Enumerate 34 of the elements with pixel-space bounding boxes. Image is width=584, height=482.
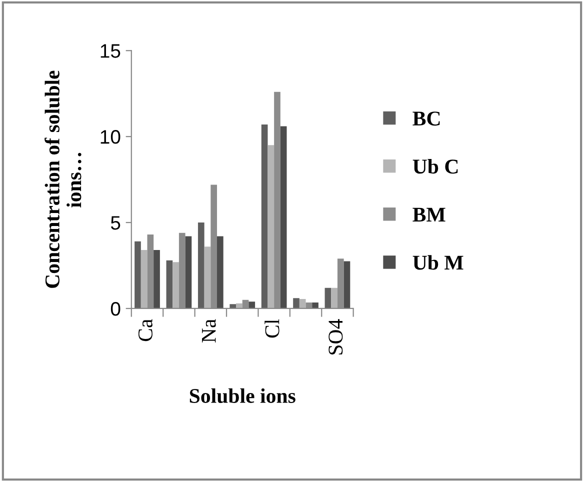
y-tick-label: 15 [100, 44, 120, 58]
y-tick-label: 5 [110, 216, 120, 230]
y-tick-label: 10 [100, 130, 120, 144]
bar [299, 299, 306, 308]
bar [166, 260, 173, 308]
bar [134, 241, 141, 308]
legend-label: BM [412, 208, 446, 222]
y-tick-label: 0 [110, 302, 120, 316]
bar [280, 126, 287, 308]
bar [312, 302, 318, 308]
x-tick-label: Ca [138, 319, 152, 342]
bar [248, 302, 256, 308]
bar [268, 145, 274, 308]
bar [293, 298, 300, 308]
bar [204, 246, 211, 308]
bar [324, 288, 332, 308]
bar [140, 250, 148, 308]
legend-label: Ub M [412, 255, 464, 270]
bar [331, 288, 338, 308]
bar [217, 236, 224, 308]
x-tick-label: SO4 [328, 319, 343, 354]
x-tick-label: Cl [264, 319, 280, 338]
x-axis-title: Soluble ions [190, 388, 296, 404]
bar [198, 222, 204, 308]
bar [185, 236, 192, 308]
bar [344, 261, 350, 308]
legend-label: Ub C [412, 158, 458, 174]
bar [261, 124, 268, 308]
y-axis-title: Concentration of soluble ions… [44, 70, 82, 288]
bar [230, 304, 236, 308]
bar [172, 262, 179, 308]
bar [154, 250, 160, 308]
legend-label: BC [412, 112, 440, 126]
x-tick-label: Na [202, 319, 216, 342]
